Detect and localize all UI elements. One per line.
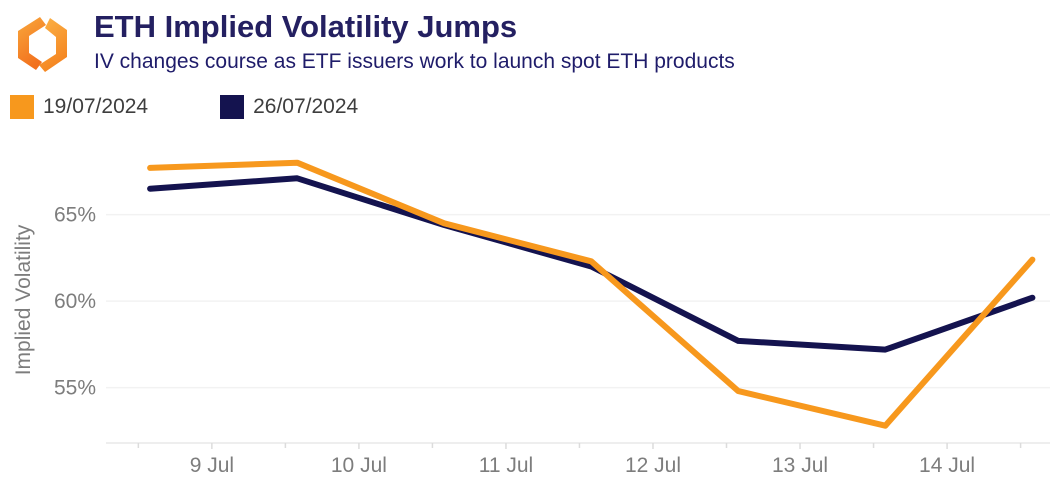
x-tick-label: 10 Jul bbox=[331, 454, 387, 477]
legend-label: 26/07/2024 bbox=[253, 95, 359, 118]
y-tick-label: 60% bbox=[54, 290, 96, 313]
implied-volatility-line-chart: 55% 60% 65% Implied Volatility 9 Jul 10 Jul 11… bbox=[12, 159, 1050, 477]
brand-logo-icon bbox=[5, 8, 79, 82]
series-line-26-07-2024 bbox=[147, 175, 1036, 353]
x-tick-label: 12 Jul bbox=[625, 454, 681, 477]
legend-swatch bbox=[10, 95, 34, 119]
y-tick-label: 65% bbox=[54, 204, 96, 227]
legend-swatch bbox=[220, 95, 245, 119]
legend-item[interactable]: 19/07/2024 bbox=[10, 95, 148, 119]
legend-label: 19/07/2024 bbox=[43, 95, 149, 118]
series-line-19-07-2024 bbox=[147, 159, 1036, 429]
x-tick-label: 11 Jul bbox=[479, 454, 533, 477]
y-tick-label: 55% bbox=[54, 377, 96, 400]
y-axis-title: Implied Volatility bbox=[12, 224, 35, 375]
x-tick-label: 14 Jul bbox=[919, 454, 975, 477]
legend: 19/07/2024 26/07/2024 bbox=[10, 95, 358, 119]
chart-subtitle: IV changes course as ETF issuers work to… bbox=[94, 50, 735, 73]
legend-item[interactable]: 26/07/2024 bbox=[220, 95, 358, 119]
x-tick-label: 9 Jul bbox=[190, 454, 234, 477]
x-tick-label: 13 Jul bbox=[772, 454, 828, 477]
chart-title: ETH Implied Volatility Jumps bbox=[94, 9, 518, 44]
